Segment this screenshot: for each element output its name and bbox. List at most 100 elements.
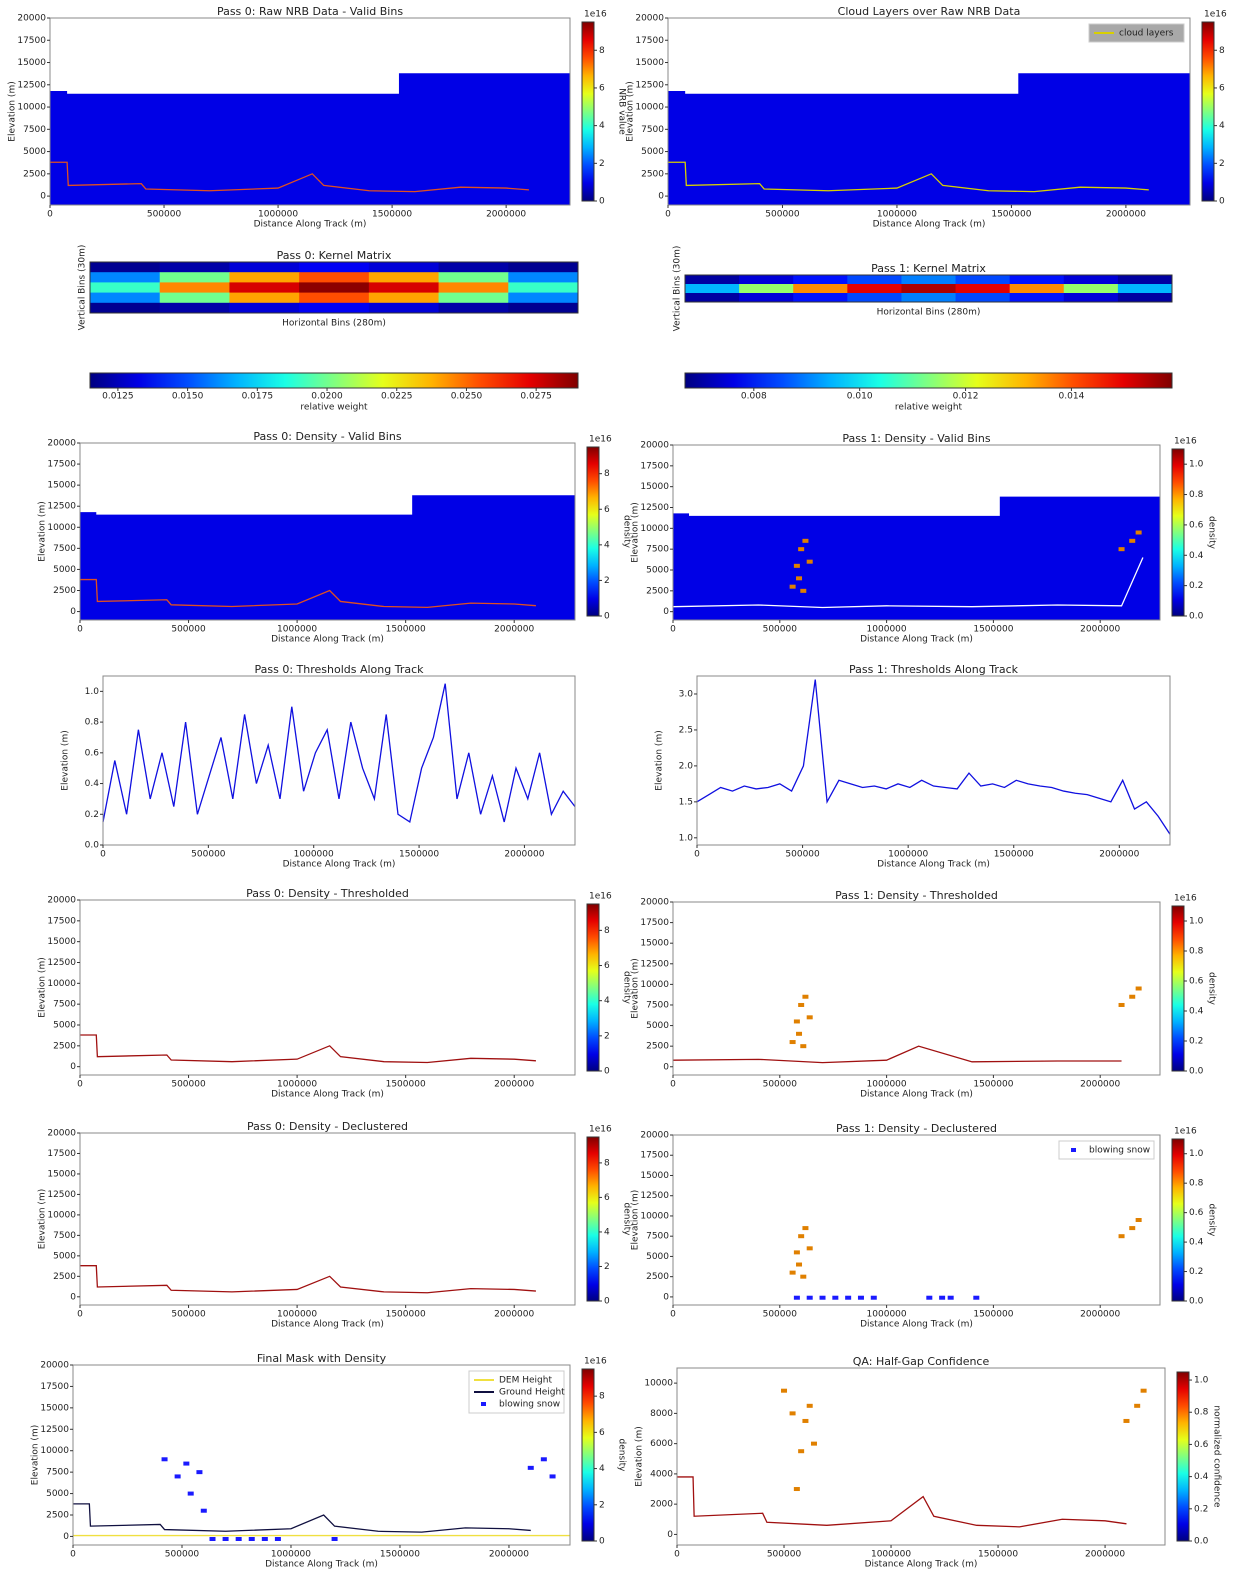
kernel-cell — [369, 272, 439, 283]
y-tick-label: 15000 — [635, 58, 664, 68]
colorbar-label: density — [617, 1439, 627, 1473]
y-tick-label: 17500 — [40, 1382, 69, 1392]
y-tick-label: 7500 — [646, 1000, 669, 1010]
colorbar-tick-label: 2 — [599, 159, 605, 169]
y-tick-label: 0 — [663, 1292, 669, 1302]
colorbar-tick-label: 0.014 — [1059, 392, 1085, 402]
layer-point — [800, 589, 806, 593]
x-tick-label: 0 — [665, 210, 671, 220]
colorbar-tick-label: 0 — [599, 1537, 605, 1547]
kernel-cell — [1064, 293, 1119, 303]
kernel-cell — [90, 293, 160, 304]
colorbar-tick-label: 2 — [599, 1500, 605, 1510]
colorbar-tick-label: 0.4 — [1189, 1238, 1204, 1248]
y-tick-label: 0 — [70, 1292, 76, 1302]
y-tick-label: 0 — [658, 192, 664, 202]
x-tick-label: 0 — [670, 1310, 676, 1320]
plot-area — [80, 900, 575, 1075]
colorbar — [1172, 449, 1184, 616]
y-tick-label: 17500 — [640, 918, 669, 928]
x-axis-label: Horizontal Bins (280m) — [877, 308, 981, 318]
y-tick-label: 0 — [70, 607, 76, 617]
colorbar-tick-label: 0.0 — [1189, 612, 1204, 622]
kernel-cell — [439, 293, 509, 304]
x-tick-label: 1500000 — [386, 625, 426, 635]
colorbar-label: density — [1207, 516, 1217, 550]
y-tick-label: 7500 — [53, 544, 76, 554]
legend-swatch — [481, 1402, 486, 1406]
y-tick-label: 12500 — [640, 1191, 669, 1201]
kernel-cell — [160, 272, 230, 283]
y-tick-label: 10000 — [47, 979, 76, 989]
layer-point — [175, 1474, 181, 1478]
y-tick-label: 17500 — [640, 1151, 669, 1161]
layer-point — [162, 1457, 168, 1461]
x-tick-label: 1000000 — [294, 850, 334, 860]
y-tick-label: 2500 — [646, 1042, 669, 1052]
chart-title: Pass 0: Kernel Matrix — [277, 249, 392, 262]
kernel-cell — [369, 282, 439, 293]
colorbar — [1172, 906, 1184, 1071]
colorbar-tick-label: 1.0 — [1189, 460, 1204, 470]
y-tick-label: 5000 — [53, 565, 76, 575]
y-tick-label: 12500 — [47, 1190, 76, 1200]
colorbar-tick-label: 4 — [599, 121, 605, 131]
x-tick-label: 2000000 — [1099, 850, 1139, 860]
y-tick-label: 15000 — [17, 58, 46, 68]
x-tick-label: 2000000 — [489, 1550, 529, 1560]
kernel-cell — [1064, 284, 1119, 294]
colorbar-tick-label: 0.8 — [1189, 1179, 1204, 1189]
y-tick-label: 0.0 — [85, 841, 100, 851]
layer-point — [1119, 547, 1125, 551]
plot-area — [80, 1133, 575, 1305]
kernel-cell — [160, 262, 230, 273]
layer-point — [275, 1537, 281, 1541]
y-axis-label: Vertical Bins (30m) — [78, 245, 88, 331]
x-tick-label: 500000 — [147, 210, 182, 220]
kernel-cell — [299, 262, 369, 273]
y-tick-label: 20000 — [635, 14, 664, 24]
x-tick-label: 2000000 — [1080, 1080, 1120, 1090]
layer-point — [802, 1419, 808, 1423]
colorbar — [587, 1137, 599, 1301]
x-tick-label: 1000000 — [867, 1080, 907, 1090]
x-tick-label: 1000000 — [258, 210, 298, 220]
legend-label: Ground Height — [499, 1388, 565, 1398]
layer-point — [188, 1492, 194, 1496]
y-tick-label: 5000 — [46, 1489, 69, 1499]
kernel-cell — [90, 282, 160, 293]
kernel-cell — [739, 284, 794, 294]
y-tick-label: 10000 — [40, 1446, 69, 1456]
layer-point — [790, 1271, 796, 1275]
y-axis-label: Elevation (m) — [635, 1426, 645, 1486]
y-tick-label: 4000 — [650, 1469, 673, 1479]
colorbar-tick-label: 0.0 — [1189, 1067, 1204, 1077]
layer-point — [802, 539, 808, 543]
colorbar-tick-label: 1.0 — [1189, 917, 1204, 927]
x-tick-label: 500000 — [765, 210, 800, 220]
colorbar-tick-label: 0.0 — [1189, 1297, 1204, 1307]
colorbar-tick-label: 0.8 — [1189, 490, 1204, 500]
colorbar-tick-label: 1.0 — [1189, 1149, 1204, 1159]
legend-label: cloud layers — [1119, 29, 1174, 39]
kernel-cell — [1118, 293, 1173, 303]
layer-point — [800, 1275, 806, 1279]
y-tick-label: 2.5 — [679, 725, 693, 735]
layer-point — [845, 1296, 851, 1300]
chart-title: Pass 1: Kernel Matrix — [871, 262, 986, 275]
colorbar-label: density — [1207, 1204, 1217, 1238]
layer-point — [800, 1044, 806, 1048]
colorbar-tick-label: 0.4 — [1189, 551, 1204, 561]
kernel-cell — [956, 284, 1011, 294]
x-tick-label: 0 — [70, 1550, 76, 1560]
y-axis-label: Elevation (m) — [631, 958, 641, 1018]
kernel-cell — [90, 262, 160, 273]
y-tick-label: 12500 — [47, 502, 76, 512]
x-tick-label: 0 — [77, 1310, 83, 1320]
x-tick-label: 2000000 — [1080, 625, 1120, 635]
kernel-cell — [369, 262, 439, 273]
x-tick-label: 1000000 — [277, 625, 317, 635]
kernel-cell — [1118, 275, 1173, 285]
layer-point — [794, 1019, 800, 1023]
